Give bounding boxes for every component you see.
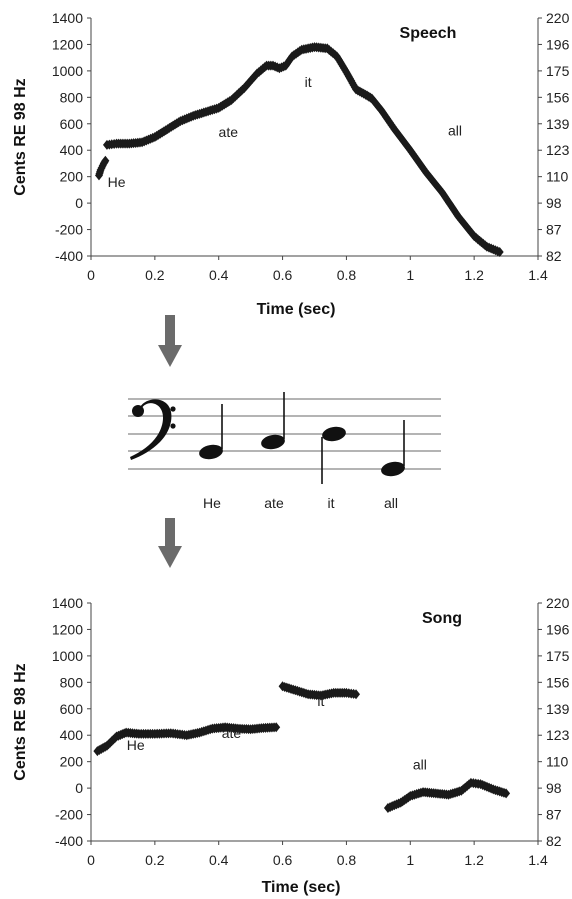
- annotation-label: all: [448, 123, 462, 139]
- annotation-label: ate: [219, 124, 239, 140]
- data-point: [502, 788, 511, 799]
- note-ate: [261, 392, 285, 450]
- y2-tick-label: 82: [546, 248, 562, 264]
- y2-tick-label: 82: [546, 833, 562, 849]
- y-tick-label: 1000: [52, 648, 83, 664]
- x-axis-title-song: Time (sec): [262, 879, 341, 896]
- y2-tick-label: 175: [546, 63, 570, 79]
- speech-chart: -400 -200 0 200 400 600 800 1000 1200 1400 82 87 98…: [12, 10, 570, 318]
- x-tick-label: 1.4: [528, 852, 548, 868]
- data-point: [272, 722, 281, 733]
- x-tick-label: 1: [406, 267, 414, 283]
- y-tick-label: 200: [60, 754, 84, 770]
- y2-tick-label: 139: [546, 701, 570, 717]
- y2-tick-label: 156: [546, 89, 570, 105]
- chart-title-speech: Speech: [400, 25, 457, 42]
- song-chart: -400 -200 0 200 400 600 800 1000 1200 1400 82 87 98…: [12, 595, 570, 896]
- y-tick-label: -200: [55, 222, 83, 238]
- x-tick-label: 0: [87, 267, 95, 283]
- y-tick-label: 600: [60, 116, 84, 132]
- y-tick-label: 1000: [52, 63, 83, 79]
- y-tick-label: 1400: [52, 595, 83, 611]
- x-tick-label: 0.8: [337, 852, 357, 868]
- y2-tick-label: 220: [546, 10, 570, 26]
- y-tick-label: 200: [60, 169, 84, 185]
- x-tick-label: 0: [87, 852, 95, 868]
- note-he: [199, 404, 223, 460]
- y-tick-label: 400: [60, 727, 84, 743]
- y2-tick-label: 87: [546, 807, 562, 823]
- down-arrow-icon: [158, 518, 182, 568]
- x-tick-label: 0.2: [145, 852, 165, 868]
- y2-tick-label: 175: [546, 648, 570, 664]
- annotation-label: He: [127, 737, 145, 753]
- y-tick-label: 0: [75, 195, 83, 211]
- x-tick-label: 0.8: [337, 267, 357, 283]
- y-tick-label: -400: [55, 833, 83, 849]
- annotation-label: it: [305, 74, 312, 90]
- y2-tick-label: 156: [546, 674, 570, 690]
- x-tick-label: 1: [406, 852, 414, 868]
- y2-tick-label: 87: [546, 222, 562, 238]
- y2-tick-label: 98: [546, 780, 562, 796]
- y-tick-label: 1200: [52, 36, 83, 52]
- y2-tick-label: 139: [546, 116, 570, 132]
- y2-tick-label: 110: [546, 754, 569, 770]
- y-tick-label: 1400: [52, 10, 83, 26]
- note-all: [381, 420, 405, 477]
- data-point: [101, 155, 110, 166]
- x-tick-label: 0.6: [273, 852, 293, 868]
- annotation-label: He: [108, 174, 126, 190]
- y2-tick-label: 123: [546, 142, 570, 158]
- lyric-all: all: [384, 495, 398, 511]
- lyric-he: He: [203, 495, 221, 511]
- y-axis-title-song: Cents RE 98 Hz: [12, 663, 29, 780]
- y2-tick-label: 196: [546, 621, 570, 637]
- x-tick-label: 0.4: [209, 267, 229, 283]
- y-tick-label: 800: [60, 89, 84, 105]
- annotation-label: ate: [222, 725, 242, 741]
- y-axis-title-speech: Cents RE 98 Hz: [12, 78, 29, 195]
- y-tick-label: 800: [60, 674, 84, 690]
- chart-title-song: Song: [422, 610, 462, 627]
- y2-tick-label: 220: [546, 595, 570, 611]
- y2-tick-label: 196: [546, 36, 570, 52]
- annotation-label: all: [413, 757, 427, 773]
- x-axis-title-speech: Time (sec): [257, 301, 336, 318]
- y2-tick-label: 110: [546, 169, 569, 185]
- data-point: [352, 689, 361, 700]
- x-tick-label: 0.6: [273, 267, 293, 283]
- y2-tick-label: 123: [546, 727, 570, 743]
- bass-clef-icon: [130, 399, 176, 460]
- music-staff: He ate it all: [128, 392, 441, 511]
- down-arrow-icon: [158, 315, 182, 367]
- data-point: [495, 247, 504, 258]
- lyric-ate: ate: [264, 495, 284, 511]
- note-it: [321, 426, 346, 484]
- y-tick-label: 400: [60, 142, 84, 158]
- y-tick-label: 600: [60, 701, 84, 717]
- x-tick-label: 1.2: [464, 852, 484, 868]
- x-tick-label: 1.2: [464, 267, 484, 283]
- x-tick-label: 0.2: [145, 267, 165, 283]
- annotation-label: it: [317, 693, 324, 709]
- y-tick-label: -200: [55, 807, 83, 823]
- y-tick-label: 1200: [52, 621, 83, 637]
- lyric-it: it: [328, 495, 335, 511]
- y-tick-label: 0: [75, 780, 83, 796]
- x-tick-label: 0.4: [209, 852, 229, 868]
- y-tick-label: -400: [55, 248, 83, 264]
- x-tick-label: 1.4: [528, 267, 548, 283]
- y2-tick-label: 98: [546, 195, 562, 211]
